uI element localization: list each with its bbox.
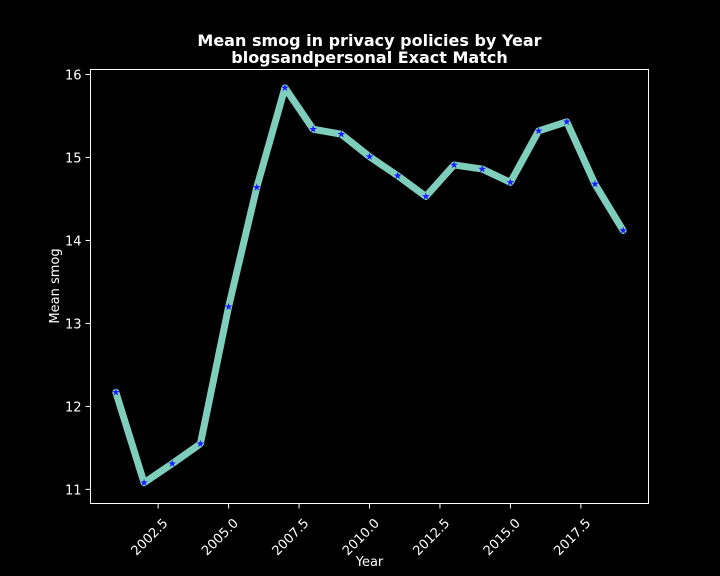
data-point-marker (252, 183, 261, 191)
data-point-marker (337, 130, 346, 138)
chart-title: Mean smog in privacy policies by Year (197, 31, 541, 50)
chart-subtitle: blogsandpersonal Exact Match (231, 48, 508, 67)
y-tick-label: 14 (65, 234, 82, 249)
y-axis-label: Mean smog (48, 248, 63, 323)
data-point-marker (450, 160, 458, 169)
data-point-marker (196, 439, 205, 447)
y-tick-label: 11 (65, 483, 82, 498)
data-point-marker (112, 388, 120, 396)
data-point-marker (506, 178, 515, 186)
data-point-marker (365, 152, 374, 160)
y-tick-label: 13 (65, 317, 82, 332)
plot-frame (90, 69, 649, 504)
data-point-marker (393, 171, 402, 179)
data-point-marker (168, 459, 177, 467)
plot-content (112, 83, 627, 487)
y-tick-label: 16 (65, 68, 82, 83)
data-point-marker (140, 478, 148, 486)
y-tick-label: 12 (65, 400, 82, 415)
data-point-marker (534, 126, 543, 135)
x-axis-label: Year (355, 555, 384, 570)
data-point-marker (422, 192, 430, 200)
data-point-marker (281, 83, 289, 91)
y-axis-ticks: 11 12 13 14 15 16 (65, 68, 91, 498)
data-point-marker (619, 226, 627, 234)
data-point-marker (224, 302, 233, 311)
y-tick-label: 15 (65, 151, 82, 166)
data-point-marker (591, 180, 599, 188)
data-point-marker (478, 165, 487, 173)
data-point-marker (562, 117, 571, 126)
data-point-marker (309, 125, 317, 133)
